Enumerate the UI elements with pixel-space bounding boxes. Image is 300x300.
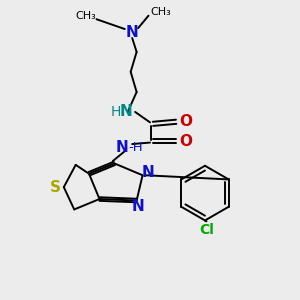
Text: CH₃: CH₃	[150, 7, 171, 17]
Text: O: O	[179, 134, 192, 148]
Text: H: H	[111, 105, 121, 119]
Text: N: N	[120, 104, 133, 119]
Text: N: N	[142, 165, 154, 180]
Text: N: N	[132, 199, 145, 214]
Text: O: O	[179, 114, 192, 129]
Text: -H: -H	[128, 140, 143, 154]
Text: S: S	[50, 180, 60, 195]
Text: Cl: Cl	[199, 223, 214, 237]
Text: N: N	[116, 140, 128, 154]
Text: N: N	[126, 25, 139, 40]
Text: CH₃: CH₃	[76, 11, 97, 21]
